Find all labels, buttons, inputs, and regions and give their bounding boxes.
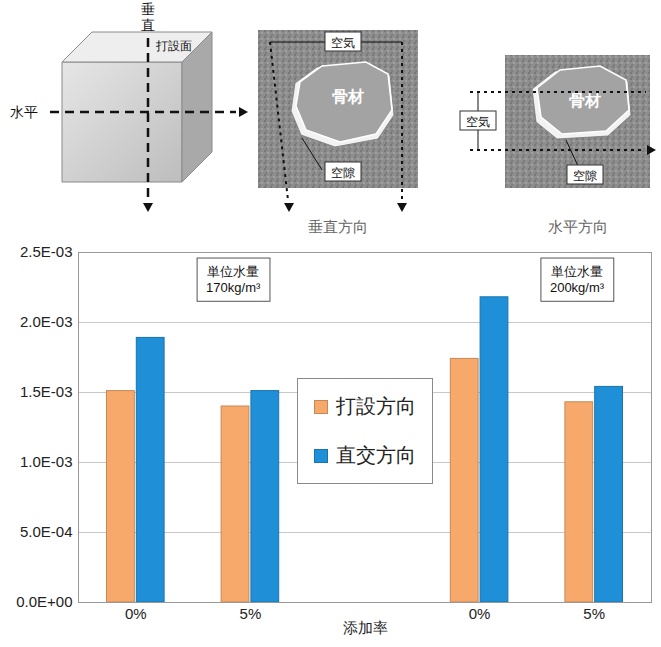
svg-text:1.0E-03: 1.0E-03 <box>20 453 73 470</box>
svg-text:空隙: 空隙 <box>331 166 355 180</box>
html-text:直交方向: 直交方向 <box>335 444 416 466</box>
svg-text:骨材: 骨材 <box>569 92 601 109</box>
svg-text:2.5E-03: 2.5E-03 <box>20 243 73 260</box>
svg-text:空気: 空気 <box>466 115 490 129</box>
svg-text:2.0E-03: 2.0E-03 <box>20 313 73 330</box>
svg-text:直: 直 <box>141 17 155 33</box>
svg-text:水平: 水平 <box>10 104 38 120</box>
svg-text:空隙: 空隙 <box>573 169 597 183</box>
svg-text:1.5E-03: 1.5E-03 <box>20 383 73 400</box>
svg-text:空気: 空気 <box>331 36 355 50</box>
svg-text:水平方向: 水平方向 <box>548 218 608 235</box>
svg-text:5%: 5% <box>583 605 605 622</box>
svg-text:0.0E+00: 0.0E+00 <box>16 593 72 610</box>
svg-text:単位水量170kg/m³: 単位水量170kg/m³ <box>206 264 261 295</box>
svg-text:垂直方向: 垂直方向 <box>308 218 368 235</box>
svg-text:垂: 垂 <box>141 1 155 17</box>
svg-text:打設面: 打設面 <box>155 39 192 53</box>
svg-text:0%: 0% <box>469 605 491 622</box>
svg-text:5%: 5% <box>240 605 262 622</box>
svg-text:骨材: 骨材 <box>332 88 364 105</box>
svg-text:5.0E-04: 5.0E-04 <box>20 523 73 540</box>
html-text:打設方向: 打設方向 <box>335 395 416 417</box>
svg-text:添加率: 添加率 <box>343 619 388 636</box>
svg-text:0%: 0% <box>125 605 147 622</box>
svg-text:単位水量200kg/m³: 単位水量200kg/m³ <box>550 264 605 295</box>
